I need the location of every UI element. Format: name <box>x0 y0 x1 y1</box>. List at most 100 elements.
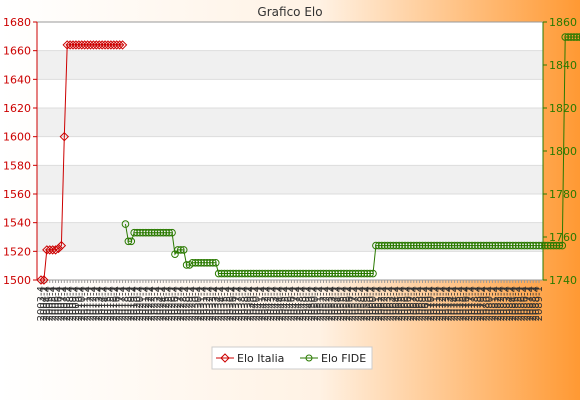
x-tick-label: 2014-4 <box>100 286 111 321</box>
legend-marker-elo-fide <box>305 354 313 362</box>
x-tick-label: 2010-4 <box>77 286 88 321</box>
x-tick-label: 2038-4 <box>240 286 251 321</box>
x-tick-label: 2040-1 <box>249 286 260 321</box>
x-tick-label: 2015-1 <box>103 286 114 321</box>
data-point <box>468 241 476 250</box>
x-tick-label: 2016-4 <box>112 286 123 321</box>
data-point <box>529 241 537 250</box>
data-point <box>444 241 453 250</box>
x-tick-label: 2084-1 <box>505 286 516 321</box>
x-tick-label: 2049-1 <box>301 286 312 321</box>
x-tick-label: 2067-1 <box>406 286 417 321</box>
x-tick-label: 2022-1 <box>144 286 155 321</box>
x-tick-label: 2080-4 <box>484 286 495 321</box>
x-tick-label: 2034-4 <box>217 286 228 321</box>
x-tick-label: 2065-1 <box>394 286 405 321</box>
left-tick-label: 1560 <box>3 188 31 201</box>
x-tick-label: 2077-4 <box>467 286 478 321</box>
x-tick-label: 2019-1 <box>126 286 137 321</box>
left-tick-label: 1600 <box>3 131 31 144</box>
x-tick-label: 2006-4 <box>53 286 64 321</box>
data-point <box>249 269 258 278</box>
data-point <box>252 269 261 278</box>
x-tick-label: 2036-4 <box>228 286 239 321</box>
x-tick-label: 2055-4 <box>339 286 350 321</box>
x-tick-label: 2046-1 <box>284 286 295 321</box>
data-point <box>404 241 412 250</box>
x-tick-label: 2028-1 <box>179 286 190 321</box>
x-tick-label: 2026-4 <box>170 286 181 321</box>
data-point <box>456 241 465 250</box>
x-tick-label: 2018-4 <box>123 286 134 321</box>
x-tick-label: 2043-1 <box>266 286 277 321</box>
legend-label-elo-fide: Elo FIDE <box>321 352 366 365</box>
data-point <box>226 269 235 278</box>
x-tick-label: 2073-4 <box>444 286 455 321</box>
data-point <box>561 33 570 41</box>
x-tick-label: 2013-4 <box>94 286 105 321</box>
data-point <box>305 269 313 278</box>
x-tick-label: 2083-1 <box>499 286 510 321</box>
x-tick-label: 2012-1 <box>86 286 97 321</box>
x-tick-label: 2019-4 <box>129 286 140 321</box>
data-point <box>439 241 447 250</box>
data-point <box>246 269 255 278</box>
x-tick-label: 2062-4 <box>380 286 391 321</box>
data-point <box>273 269 281 278</box>
data-point <box>238 269 246 278</box>
x-tick-label: 2031-4 <box>199 286 210 321</box>
plot-band <box>37 165 543 194</box>
data-point <box>348 269 357 278</box>
data-point <box>39 275 49 285</box>
x-tick-label: 2061-1 <box>371 286 382 321</box>
x-tick-label: 2071-1 <box>429 286 440 321</box>
x-tick-label: 2045-4 <box>281 286 292 321</box>
data-point <box>523 241 532 250</box>
data-point <box>538 241 546 250</box>
data-point <box>293 269 302 278</box>
x-tick-label: 2078-4 <box>473 286 484 321</box>
data-point <box>377 241 386 250</box>
x-tick-label: 2076-1 <box>458 286 469 321</box>
data-point <box>453 241 462 250</box>
data-point <box>50 245 61 255</box>
x-tick-label: 2075-4 <box>455 286 466 321</box>
data-point <box>395 241 404 250</box>
data-point <box>191 259 200 267</box>
data-point <box>471 241 479 250</box>
data-point <box>197 259 205 267</box>
data-point <box>520 241 529 250</box>
x-tick-label: 2008-4 <box>65 286 76 321</box>
plot-band <box>37 136 543 166</box>
x-tick-label: 2061-4 <box>374 286 385 321</box>
data-point <box>549 241 558 250</box>
plot-band <box>37 222 543 252</box>
data-point <box>319 269 328 278</box>
data-point <box>258 269 267 278</box>
x-tick-label: 2039-4 <box>246 286 257 321</box>
data-point <box>114 40 125 50</box>
data-point <box>363 269 371 278</box>
x-tick-label: 2017-1 <box>115 286 126 321</box>
data-point <box>418 241 427 250</box>
data-point <box>465 241 473 250</box>
x-tick-label: 2034-1 <box>214 286 225 321</box>
x-tick-label: 2065-4 <box>397 286 408 321</box>
x-tick-label: 2007-1 <box>56 286 67 321</box>
x-tick-label: 2039-1 <box>243 286 254 321</box>
x-tick-label: 2082-1 <box>493 286 504 321</box>
x-tick-label: 2050-1 <box>307 286 318 321</box>
x-axis: 2003-42004-12004-42005-12005-42006-12006… <box>36 280 545 321</box>
x-tick-label: 2010-1 <box>74 286 85 321</box>
data-point <box>117 40 128 50</box>
x-tick-label: 2023-1 <box>150 286 161 321</box>
x-tick-label: 2011-4 <box>83 286 94 321</box>
x-tick-label: 2063-4 <box>385 286 396 321</box>
x-tick-label: 2074-4 <box>450 286 461 321</box>
x-tick-label: 2057-1 <box>348 286 359 321</box>
x-tick-label: 2036-1 <box>225 286 236 321</box>
x-tick-label: 2086-4 <box>519 286 530 321</box>
x-tick-label: 2044-1 <box>272 286 283 321</box>
x-tick-label: 2084-4 <box>508 286 519 321</box>
